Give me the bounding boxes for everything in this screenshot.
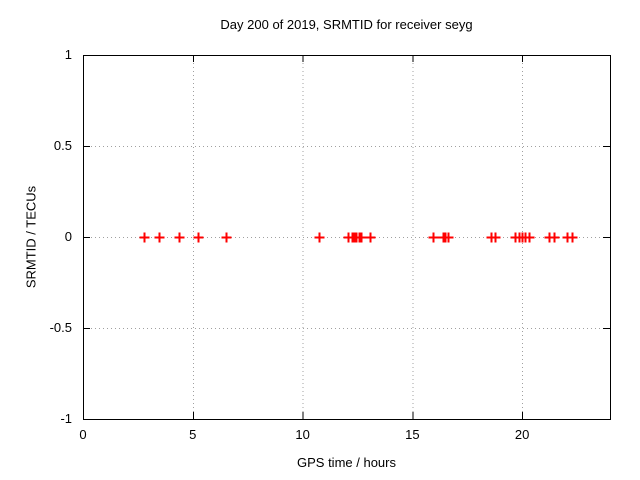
data-point-marker: [174, 232, 185, 243]
chart-title: Day 200 of 2019, SRMTID for receiver sey…: [220, 17, 473, 32]
data-points: [139, 232, 578, 243]
x-axis-label: GPS time / hours: [297, 455, 396, 470]
data-point-marker: [139, 232, 150, 243]
data-point-marker: [356, 232, 367, 243]
data-point-marker: [549, 232, 560, 243]
x-tick-label: 0: [79, 427, 87, 442]
y-tick-label: 1: [64, 47, 72, 62]
data-point-marker: [443, 232, 454, 243]
data-point-marker: [428, 232, 439, 243]
y-tick-label: 0: [64, 229, 72, 244]
data-point-marker: [567, 232, 578, 243]
y-tick-label: 0.5: [53, 138, 72, 153]
data-point-marker: [221, 232, 232, 243]
data-point-marker: [154, 232, 165, 243]
x-tick-label: 5: [189, 427, 197, 442]
x-tick-label: 15: [405, 427, 420, 442]
data-point-marker: [314, 232, 325, 243]
data-point-marker: [490, 232, 501, 243]
data-point-marker: [365, 232, 376, 243]
data-point-marker: [193, 232, 204, 243]
x-tick-label: 10: [295, 427, 310, 442]
y-tick-label: -0.5: [49, 320, 72, 335]
x-tick-label: 20: [514, 427, 530, 442]
tick-marks: [83, 55, 610, 420]
data-point-marker: [524, 232, 535, 243]
y-tick-label: -1: [60, 411, 72, 426]
